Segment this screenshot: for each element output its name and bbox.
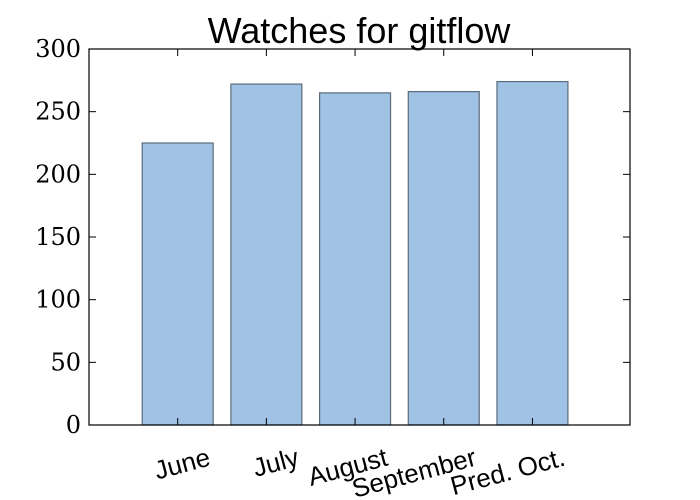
bar-pred-oct	[496, 80, 569, 426]
bar-august	[318, 92, 392, 426]
ytick-label: 150	[35, 223, 81, 251]
ytick-label: 300	[35, 35, 81, 63]
bar-july	[230, 83, 303, 426]
bars-layer	[141, 80, 569, 426]
bar-september	[407, 91, 480, 426]
ytick-label: 200	[35, 160, 81, 188]
ytick-label: 250	[35, 98, 81, 126]
xtick-label: July	[249, 442, 301, 483]
bar-june	[141, 142, 214, 426]
xtick-label: June	[151, 442, 213, 486]
ytick-label: 0	[66, 411, 81, 439]
ytick-label: 100	[35, 286, 81, 314]
ytick-label: 50	[50, 348, 81, 376]
chart-title: Watches for gitflow	[208, 10, 512, 51]
plot-frame	[88, 48, 631, 426]
